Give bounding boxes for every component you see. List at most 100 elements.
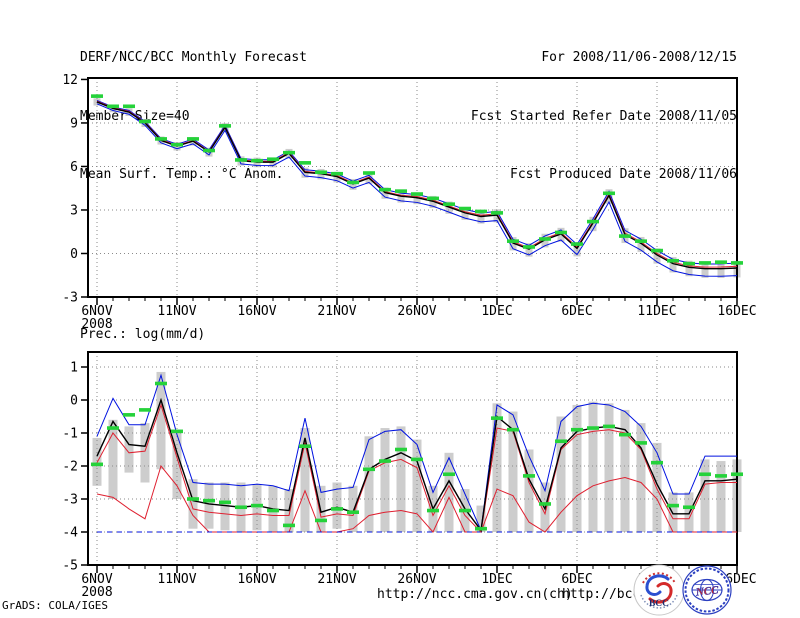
green-dash-marker bbox=[635, 239, 647, 243]
spread-bar bbox=[652, 442, 662, 532]
spread-bar bbox=[477, 210, 485, 224]
series-blue-upper-envelope bbox=[96, 373, 737, 533]
bcc-logo-top-arc-text bbox=[642, 572, 676, 584]
x-tick-label: 16NOV bbox=[237, 572, 276, 587]
green-dash-marker bbox=[715, 260, 727, 264]
y-tick-label: 3 bbox=[70, 203, 78, 218]
spread-bar bbox=[188, 479, 198, 529]
green-dash-marker bbox=[363, 467, 375, 472]
green-dash-marker bbox=[587, 219, 599, 224]
green-dash-marker bbox=[539, 237, 551, 241]
x-tick-label: 26NOV bbox=[397, 572, 436, 587]
spread-bar bbox=[524, 449, 534, 532]
green-dash-marker bbox=[91, 462, 103, 467]
header-left: DERF/NCC/BCC Monthly Forecast Member Siz… bbox=[80, 9, 307, 224]
green-dash-marker bbox=[235, 505, 247, 510]
green-dash-marker bbox=[379, 187, 391, 192]
green-dash-marker bbox=[651, 460, 663, 465]
x-tick-label: 6NOV bbox=[81, 572, 112, 587]
green-dash-marker bbox=[139, 408, 151, 412]
x-tick-label: 6NOV bbox=[81, 304, 112, 319]
spread-bar bbox=[653, 248, 661, 264]
green-dash-marker bbox=[315, 518, 327, 523]
green-dash-marker bbox=[411, 192, 423, 196]
spread-bar bbox=[364, 436, 374, 532]
surface-temp-anomaly-panel: -3 0 3 6 9 12 6NOV 11NOV 16NOV 21NOV 26NOV 1DEC 6DEC… bbox=[62, 73, 756, 332]
green-dash-marker bbox=[731, 472, 743, 477]
green-dash-marker bbox=[219, 500, 231, 505]
green-dash-marker bbox=[363, 171, 375, 175]
series-red-upper-median bbox=[96, 403, 737, 534]
spread-bar bbox=[556, 416, 566, 532]
x-year-label: 2008 bbox=[81, 585, 112, 600]
axis-ticks bbox=[81, 78, 738, 305]
forecast-period-label: For 2008/11/06-2008/12/15 bbox=[541, 50, 737, 65]
x-tick-label: 11DEC bbox=[637, 304, 676, 319]
spread-bar bbox=[604, 403, 614, 532]
y-tick-label: -3 bbox=[62, 492, 78, 507]
ensemble-spread-bars bbox=[93, 98, 741, 279]
grads-credit: GrADS: COLA/IGES bbox=[2, 599, 108, 612]
green-dash-marker bbox=[459, 508, 471, 513]
spread-bar bbox=[685, 260, 693, 277]
green-dash-marker bbox=[475, 209, 487, 214]
green-dash-marker bbox=[667, 503, 679, 508]
spread-bar bbox=[588, 401, 598, 532]
y-tick-label: -5 bbox=[62, 559, 78, 574]
green-dash-marker bbox=[171, 429, 183, 434]
x-tick-label: 6DEC bbox=[561, 304, 592, 319]
green-dash-marker bbox=[603, 191, 615, 196]
header-right: For 2008/11/06-2008/12/15 Fcst Started R… bbox=[471, 9, 737, 224]
spread-bar bbox=[508, 411, 518, 532]
spread-bar bbox=[620, 409, 630, 532]
green-dash-marker bbox=[683, 261, 695, 266]
spread-bar bbox=[108, 419, 118, 499]
spread-bar bbox=[348, 485, 358, 532]
green-dash-marker bbox=[427, 508, 439, 513]
green-dash-marker bbox=[187, 497, 199, 501]
spread-bar bbox=[332, 482, 342, 529]
x-tick-label: 1DEC bbox=[481, 572, 512, 587]
bcc-logo-label: BCC bbox=[649, 599, 669, 609]
green-dash-marker bbox=[283, 523, 295, 528]
y-tick-label: 6 bbox=[70, 160, 78, 175]
green-dash-marker bbox=[587, 426, 599, 430]
green-dash-marker bbox=[331, 507, 343, 511]
green-dash-marker bbox=[267, 157, 279, 162]
x-tick-label: 6DEC bbox=[561, 572, 592, 587]
green-dash-marker bbox=[267, 508, 279, 513]
spread-bar bbox=[204, 482, 214, 529]
green-dash-marker bbox=[571, 427, 583, 432]
green-dash-marker bbox=[699, 472, 711, 477]
green-dash-marker bbox=[91, 94, 103, 98]
ncc-url-text: http://ncc.cma.gov.cn(ch) bbox=[377, 587, 573, 602]
spread-bar bbox=[492, 403, 502, 532]
x-year-label: 2008 bbox=[81, 317, 112, 332]
green-dash-marker bbox=[347, 180, 359, 185]
green-dash-marker bbox=[443, 202, 455, 206]
plot-border bbox=[87, 351, 738, 566]
y-tick-label: 9 bbox=[70, 116, 78, 131]
green-dash-marker bbox=[299, 161, 311, 165]
spread-bar bbox=[412, 439, 422, 532]
green-dash-marker bbox=[395, 447, 407, 452]
x-tick-label: 26NOV bbox=[397, 304, 436, 319]
green-dash-marker bbox=[699, 261, 711, 265]
bcc-swirl-red bbox=[648, 582, 673, 604]
y-tick-label: -4 bbox=[62, 525, 78, 540]
green-dash-marker bbox=[331, 171, 343, 176]
green-dash-marker bbox=[123, 413, 135, 417]
green-dash-marker bbox=[651, 248, 663, 253]
green-dash-marker bbox=[411, 457, 423, 462]
ensemble-spread-bars bbox=[92, 371, 742, 532]
plot-border bbox=[87, 77, 738, 298]
ncc-logo-label: NCC bbox=[694, 584, 719, 598]
green-dash-marker bbox=[251, 503, 263, 508]
green-dash-marker bbox=[619, 234, 631, 238]
y-tick-label: 0 bbox=[70, 247, 78, 262]
green-dash-marker bbox=[139, 119, 151, 124]
y-tick-label: -3 bbox=[62, 291, 78, 306]
spread-bar bbox=[684, 492, 694, 532]
bcc-swirl-blue bbox=[645, 574, 670, 596]
green-dash-marker bbox=[539, 502, 551, 506]
